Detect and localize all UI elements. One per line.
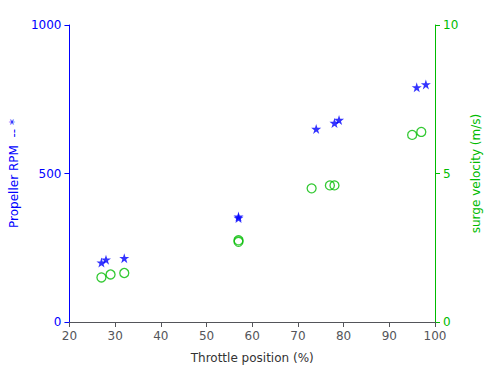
svg-text:40: 40 (153, 329, 168, 343)
svg-text:30: 30 (107, 329, 122, 343)
svg-text:5: 5 (443, 167, 451, 181)
svg-text:10: 10 (443, 18, 458, 32)
svg-text:90: 90 (382, 329, 397, 343)
svg-text:80: 80 (336, 329, 351, 343)
svg-text:20: 20 (62, 329, 77, 343)
svg-text:50: 50 (199, 329, 214, 343)
svg-text:Propeller RPM -- *: Propeller RPM -- * (7, 119, 21, 228)
svg-text:0: 0 (443, 315, 451, 329)
svg-text:60: 60 (245, 329, 260, 343)
svg-text:500: 500 (39, 167, 62, 181)
svg-text:100: 100 (424, 329, 447, 343)
svg-text:0: 0 (54, 315, 62, 329)
svg-text:Throttle position (%): Throttle position (%) (190, 351, 314, 365)
svg-text:1000: 1000 (31, 18, 62, 32)
svg-text:70: 70 (290, 329, 305, 343)
svg-text:surge velocity (m/s): surge velocity (m/s) (469, 114, 483, 233)
